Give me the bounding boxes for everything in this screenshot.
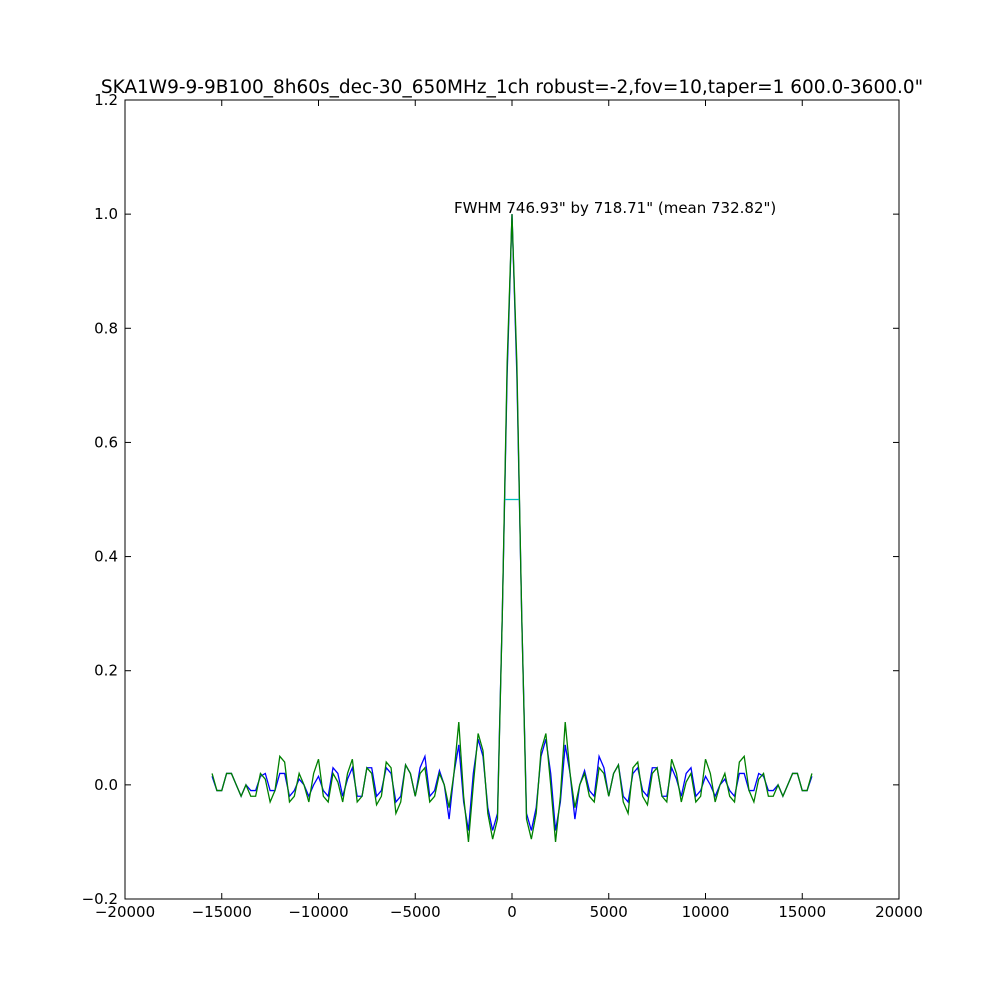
- x-tick-label: 0: [507, 903, 517, 921]
- x-tick-label: 20000: [875, 903, 923, 921]
- annotation: FWHM 746.93" by 718.71" (mean 732.82"): [454, 199, 776, 217]
- y-tick-label: −0.2: [82, 890, 118, 908]
- x-tick-label: −15000: [192, 903, 252, 921]
- x-tick-label: −5000: [390, 903, 441, 921]
- x-tick-label: 5000: [590, 903, 628, 921]
- y-tick-label: 1.2: [94, 91, 118, 109]
- y-tick-label: 1.0: [94, 205, 118, 223]
- x-tick-label: −20000: [95, 903, 155, 921]
- x-tick-label: 15000: [778, 903, 826, 921]
- x-tick-label: −10000: [288, 903, 348, 921]
- chart-title: SKA1W9-9-9B100_8h60s_dec-30_650MHz_1ch r…: [101, 77, 923, 98]
- y-tick-label: 0.4: [94, 548, 118, 566]
- y-tick-label: 0.2: [94, 662, 118, 680]
- data-line: [211, 214, 813, 842]
- y-tick-label: 0.8: [94, 319, 118, 337]
- y-tick-label: 0.6: [94, 433, 118, 451]
- y-tick-label: 0.0: [94, 776, 118, 794]
- plot-frame: [124, 99, 900, 900]
- x-tick-label: 10000: [682, 903, 730, 921]
